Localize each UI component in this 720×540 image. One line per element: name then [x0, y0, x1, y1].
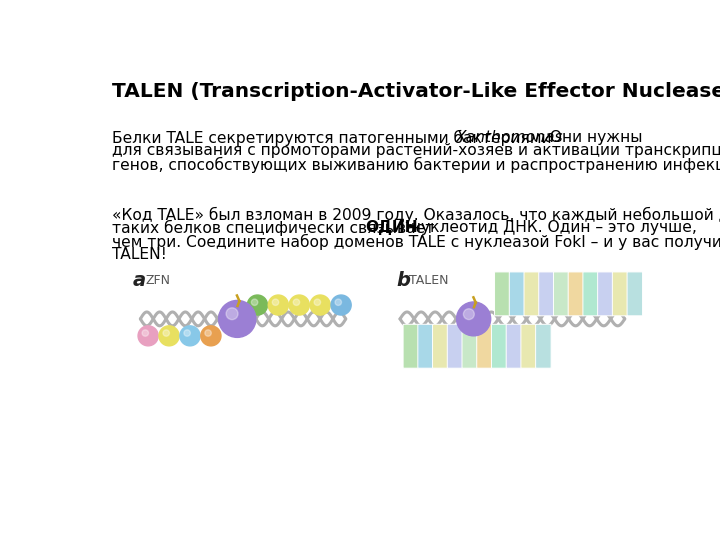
- Circle shape: [184, 330, 190, 336]
- FancyBboxPatch shape: [627, 272, 642, 316]
- Circle shape: [163, 330, 169, 336]
- FancyBboxPatch shape: [495, 272, 510, 316]
- Text: b: b: [396, 271, 410, 290]
- FancyBboxPatch shape: [524, 272, 539, 316]
- Circle shape: [456, 302, 490, 336]
- Circle shape: [201, 326, 221, 346]
- FancyBboxPatch shape: [433, 325, 448, 368]
- Text: a: a: [132, 271, 145, 290]
- Circle shape: [331, 295, 351, 315]
- Circle shape: [159, 326, 179, 346]
- Circle shape: [142, 330, 148, 336]
- Circle shape: [248, 295, 267, 315]
- FancyBboxPatch shape: [447, 325, 463, 368]
- Text: нуклеотид ДНК. Один – это лучше,: нуклеотид ДНК. Один – это лучше,: [406, 220, 697, 235]
- Circle shape: [293, 299, 300, 306]
- FancyBboxPatch shape: [477, 325, 492, 368]
- Text: для связывания с промоторами растений-хозяев и активации транскрипции их: для связывания с промоторами растений-хо…: [112, 143, 720, 158]
- Text: Белки TALE секретируются патогенными бактериями: Белки TALE секретируются патогенными бак…: [112, 130, 556, 146]
- Circle shape: [314, 299, 320, 306]
- FancyBboxPatch shape: [521, 325, 536, 368]
- FancyBboxPatch shape: [403, 325, 418, 368]
- Circle shape: [251, 299, 258, 306]
- Circle shape: [138, 326, 158, 346]
- FancyBboxPatch shape: [492, 325, 507, 368]
- Circle shape: [269, 295, 289, 315]
- FancyBboxPatch shape: [509, 272, 525, 316]
- Text: TALEN: TALEN: [409, 274, 449, 287]
- Circle shape: [226, 308, 238, 320]
- Circle shape: [289, 295, 310, 315]
- Text: таких белков специфически связывает: таких белков специфически связывает: [112, 220, 439, 237]
- Text: чем три. Соедините набор доменов TALE с нуклеазой FokI – и у вас получится: чем три. Соедините набор доменов TALE с …: [112, 233, 720, 249]
- FancyBboxPatch shape: [568, 272, 584, 316]
- Text: «Код TALE» был взломан в 2009 году. Оказалось, что каждый небольшой домен: «Код TALE» был взломан в 2009 году. Оказ…: [112, 207, 720, 224]
- Circle shape: [219, 300, 256, 338]
- Circle shape: [464, 309, 474, 320]
- FancyBboxPatch shape: [462, 325, 477, 368]
- FancyBboxPatch shape: [598, 272, 613, 316]
- FancyBboxPatch shape: [612, 272, 628, 316]
- Circle shape: [180, 326, 200, 346]
- FancyBboxPatch shape: [506, 325, 522, 368]
- Text: Xanthomonas: Xanthomonas: [456, 130, 564, 145]
- Text: ZFN: ZFN: [145, 274, 171, 287]
- Circle shape: [272, 299, 279, 306]
- Circle shape: [310, 295, 330, 315]
- FancyBboxPatch shape: [536, 325, 551, 368]
- Text: генов, способствующих выживанию бактерии и распространению инфекции.: генов, способствующих выживанию бактерии…: [112, 157, 720, 173]
- Text: ОДИН: ОДИН: [365, 220, 418, 235]
- Circle shape: [205, 330, 211, 336]
- FancyBboxPatch shape: [539, 272, 554, 316]
- Text: TALEN (Transcription-Activator-Like Effector Nuclease): TALEN (Transcription-Activator-Like Effe…: [112, 82, 720, 101]
- FancyBboxPatch shape: [583, 272, 598, 316]
- FancyBboxPatch shape: [418, 325, 433, 368]
- FancyBboxPatch shape: [554, 272, 569, 316]
- Text: TALEN!: TALEN!: [112, 247, 166, 261]
- Circle shape: [335, 299, 341, 306]
- Text: . Они нужны: . Они нужны: [539, 130, 642, 145]
